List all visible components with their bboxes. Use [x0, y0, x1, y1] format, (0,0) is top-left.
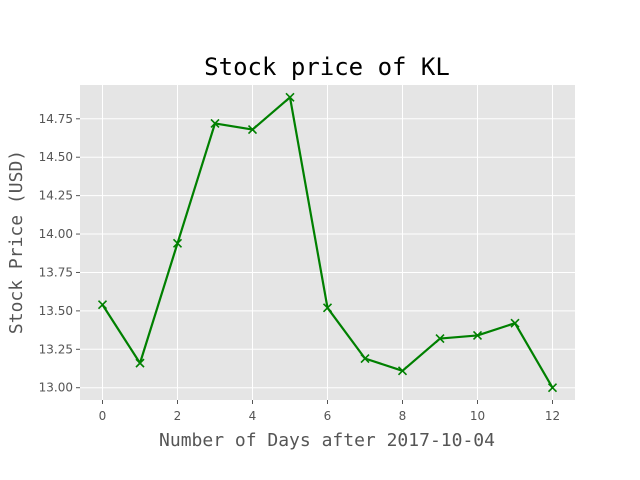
x-tick-label: 0 — [99, 409, 107, 423]
x-axis-label: Number of Days after 2017-10-04 — [159, 430, 495, 451]
y-tick-label: 13.75 — [39, 265, 73, 279]
y-tick-label: 13.00 — [39, 381, 73, 395]
y-tick-label: 14.25 — [39, 189, 73, 203]
data-point-marker — [247, 124, 258, 135]
x-tick-labels: 0 2 4 6 8 10 12 — [99, 400, 560, 423]
data-point-marker — [397, 366, 408, 376]
x-tick-label: 6 — [324, 409, 332, 423]
y-tick-label: 13.25 — [39, 342, 73, 356]
x-tick-label: 4 — [249, 409, 257, 423]
y-tick-label: 14.00 — [39, 227, 73, 241]
x-tick-label: 12 — [545, 409, 560, 423]
grid-lines — [80, 85, 575, 400]
series-layer — [97, 92, 558, 393]
y-tick-label: 14.75 — [39, 112, 73, 126]
data-point-marker — [285, 92, 295, 102]
data-point-marker — [322, 303, 333, 313]
y-tick-labels: 13.00 13.25 13.50 13.75 14.00 14.25 14.50 14.75 — [39, 112, 80, 395]
data-point-marker — [97, 300, 108, 310]
y-tick-label: 13.50 — [39, 304, 73, 318]
data-point-marker — [360, 353, 370, 364]
data-point-marker — [210, 118, 220, 128]
x-tick-label: 2 — [174, 409, 182, 423]
chart-title: Stock price of KL — [204, 53, 450, 81]
data-point-marker — [135, 358, 145, 368]
x-tick-label: 8 — [399, 409, 407, 423]
data-point-marker — [435, 333, 445, 344]
y-axis-label: Stock Price (USD) — [6, 150, 27, 334]
data-point-marker — [172, 238, 183, 248]
x-tick-label: 10 — [470, 409, 485, 423]
data-point-marker — [547, 383, 558, 393]
data-point-marker — [472, 330, 483, 341]
data-point-marker — [510, 318, 520, 328]
y-tick-label: 14.50 — [39, 150, 73, 164]
